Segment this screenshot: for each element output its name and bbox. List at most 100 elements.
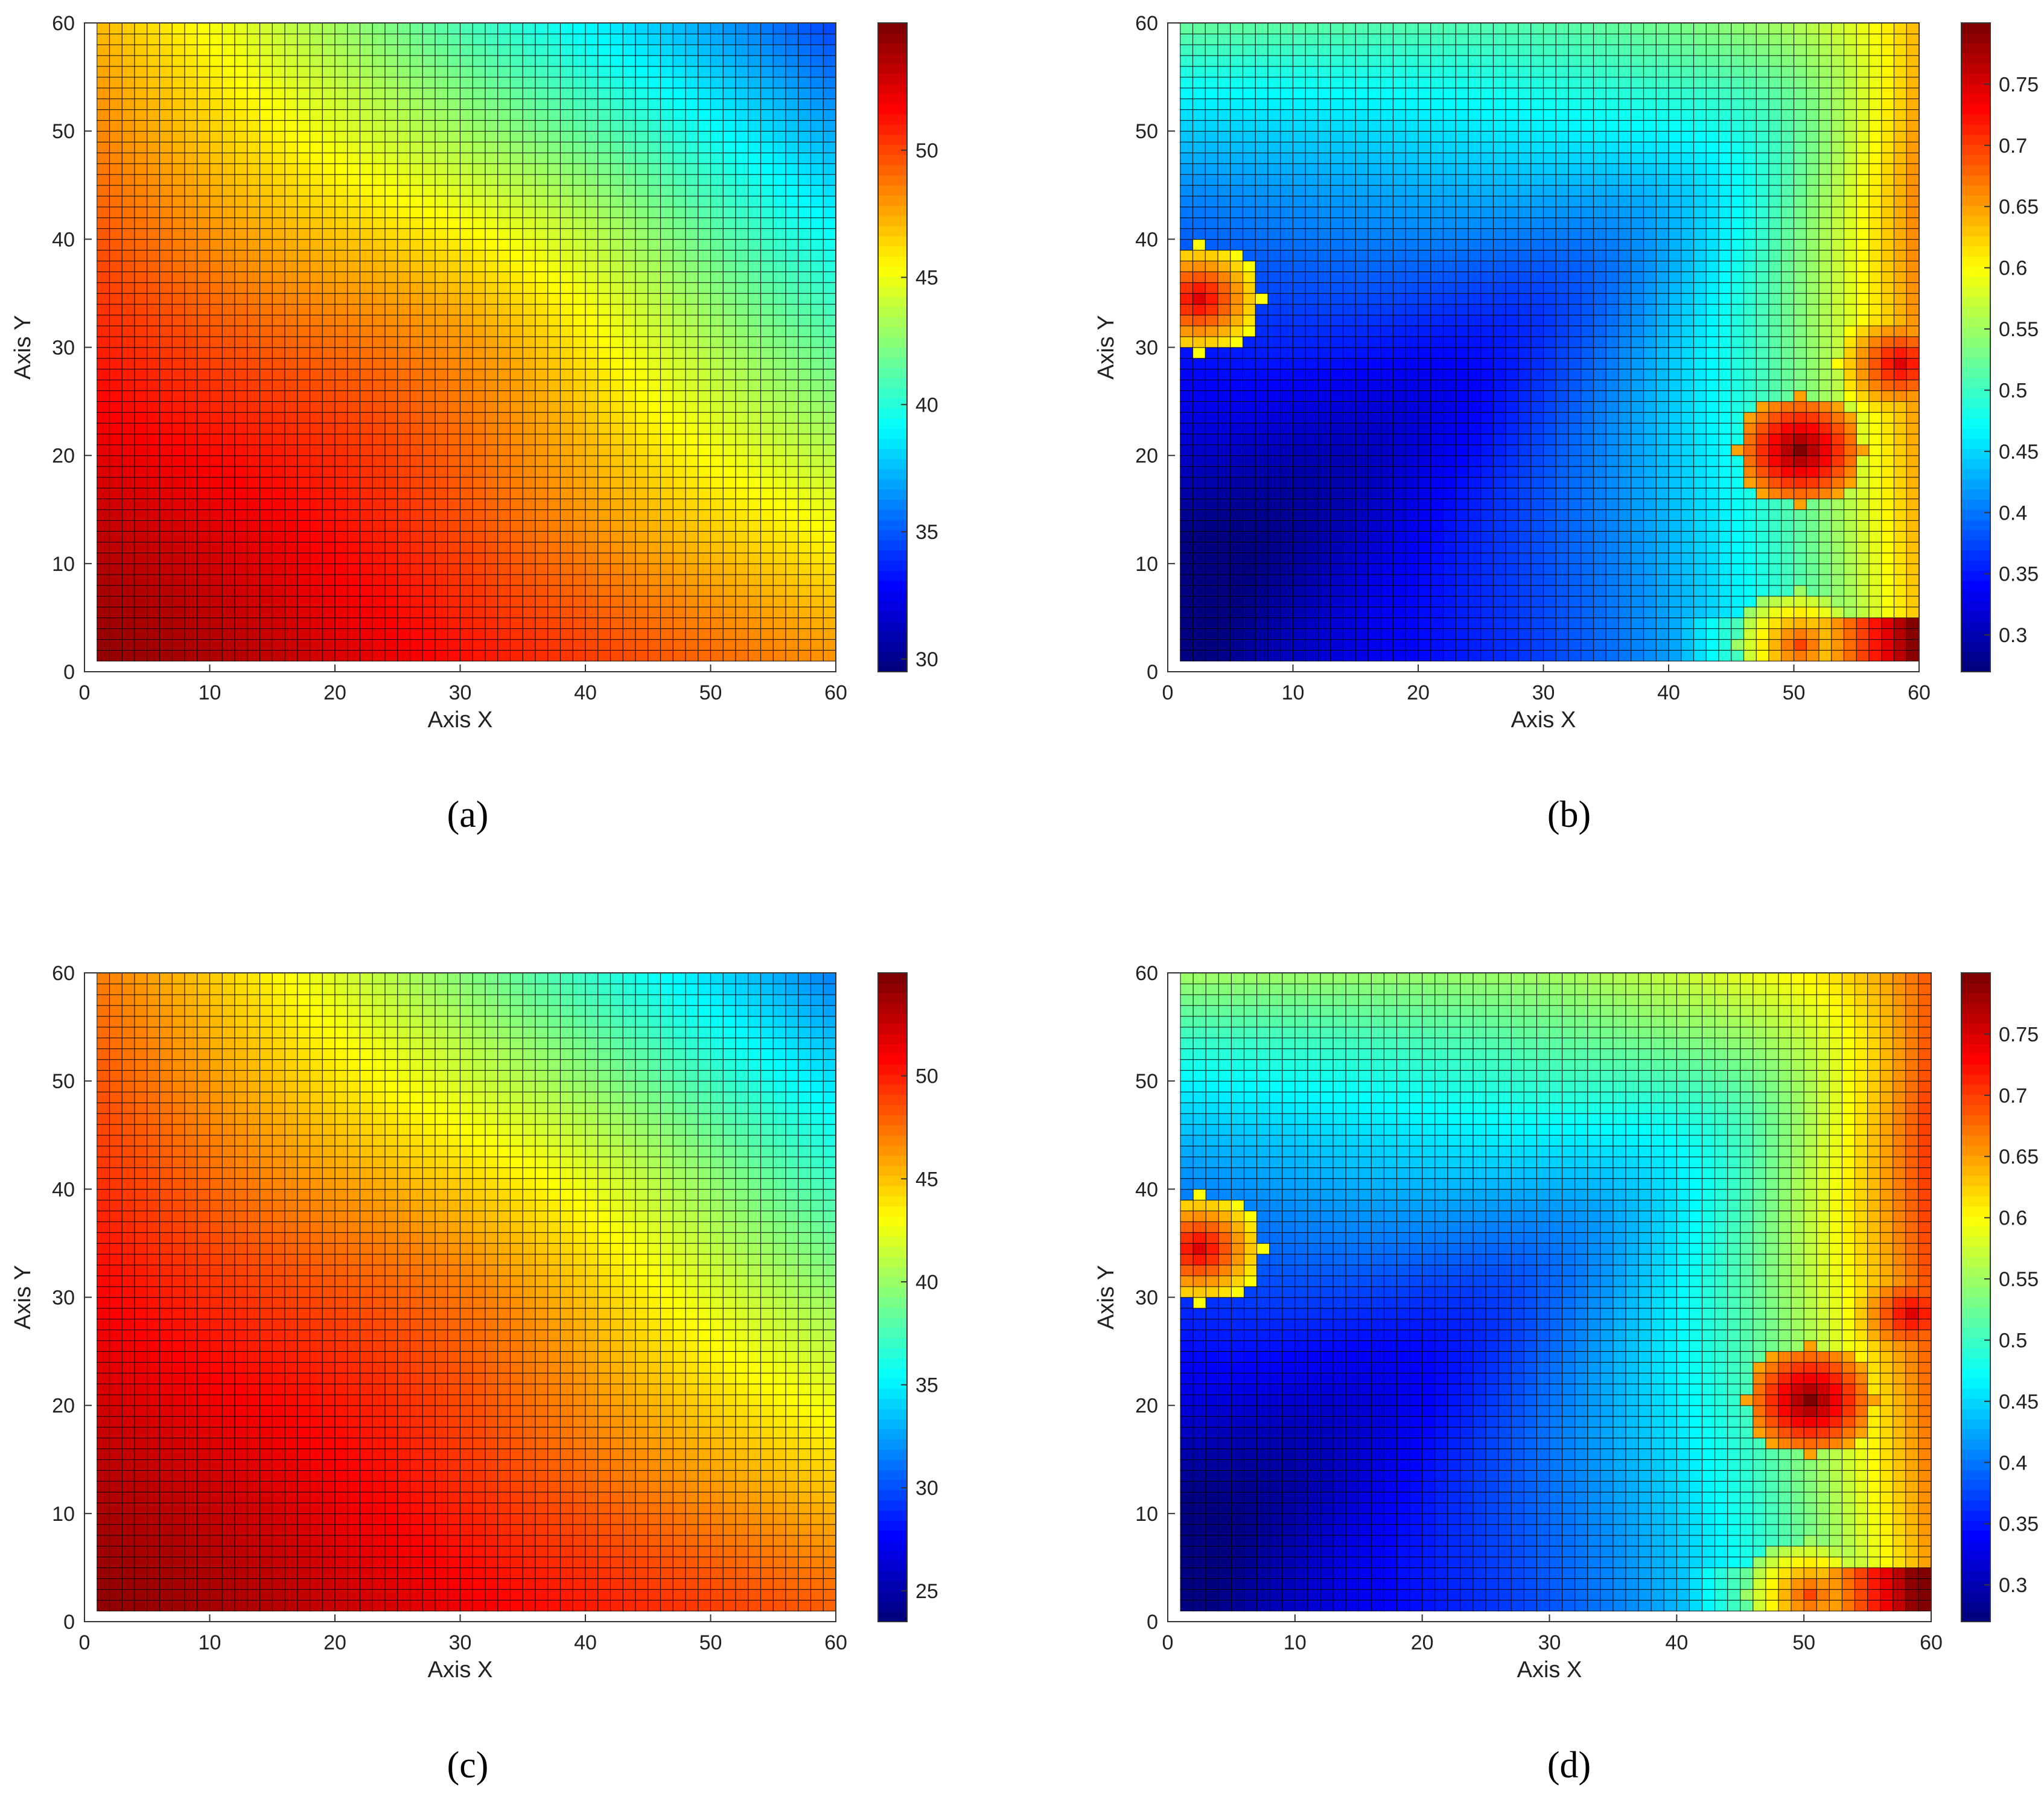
heatmap-cell (823, 530, 836, 543)
heatmap-cell (672, 617, 686, 629)
heatmap-cell (698, 44, 712, 56)
heatmap-cell (297, 98, 311, 110)
heatmap-cell (559, 22, 574, 34)
heatmap-cell (823, 98, 836, 110)
heatmap-cell (1480, 412, 1494, 424)
heatmap-cell (722, 228, 736, 240)
heatmap-cell (660, 238, 674, 251)
heatmap-cell (1743, 617, 1757, 629)
heatmap-cell (384, 260, 398, 272)
heatmap-cell (109, 76, 123, 89)
heatmap-cell (685, 163, 699, 175)
heatmap-cell (322, 357, 336, 370)
heatmap-cell (121, 152, 135, 164)
heatmap-cell (209, 217, 223, 229)
heatmap-cell (147, 304, 161, 316)
heatmap-cell (384, 401, 398, 413)
heatmap-cell (710, 574, 724, 586)
heatmap-cell (234, 174, 248, 186)
heatmap-cell (1868, 455, 1882, 467)
heatmap-cell (748, 98, 762, 110)
heatmap-cell (547, 444, 561, 456)
heatmap-cell (1392, 476, 1407, 489)
heatmap-cell (672, 174, 686, 186)
heatmap-cell (359, 141, 374, 153)
heatmap-cell (748, 541, 762, 553)
heatmap-cell (485, 346, 498, 359)
heatmap-cell (234, 552, 248, 564)
heatmap-cell (1543, 401, 1557, 413)
heatmap-cell (547, 346, 561, 359)
heatmap-cell (585, 314, 599, 327)
heatmap-cell (1568, 541, 1582, 553)
heatmap-cell (247, 541, 261, 553)
heatmap-cell (372, 325, 386, 337)
heatmap-cell (347, 401, 361, 413)
heatmap-cell (409, 119, 424, 132)
heatmap-cell (297, 595, 311, 608)
heatmap-cell (347, 595, 361, 608)
heatmap-cell (497, 185, 511, 197)
heatmap-cell (685, 22, 699, 34)
heatmap-cell (1230, 465, 1244, 478)
heatmap-cell (272, 293, 285, 305)
heatmap-cell (134, 282, 148, 294)
heatmap-cell (485, 476, 498, 489)
heatmap-cell (660, 130, 674, 142)
heatmap-cell (247, 563, 261, 575)
heatmap-cell (422, 87, 436, 100)
heatmap-cell (685, 585, 699, 597)
heatmap-cell (109, 304, 123, 316)
heatmap-cell (572, 455, 586, 467)
heatmap-cell (309, 22, 323, 34)
heatmap-cell (1881, 628, 1895, 640)
heatmap-cell (472, 249, 486, 262)
heatmap-cell (171, 76, 185, 89)
heatmap-cell (772, 541, 786, 553)
heatmap-cell (1668, 444, 1682, 456)
heatmap-cell (1305, 595, 1319, 608)
heatmap-cell (197, 249, 211, 262)
heatmap-cell (509, 649, 524, 661)
heatmap-cell (772, 185, 786, 197)
heatmap-cell (447, 476, 461, 489)
heatmap-cell (622, 520, 636, 532)
colorbar-segment (878, 529, 907, 541)
heatmap-cell (597, 130, 611, 142)
heatmap-cell (334, 119, 348, 132)
heatmap-cell (572, 412, 586, 424)
heatmap-cell (722, 401, 736, 413)
heatmap-cell (547, 552, 561, 564)
heatmap-cell (1743, 649, 1757, 661)
heatmap-cell (1906, 509, 1920, 521)
heatmap-cell (559, 217, 574, 229)
heatmap-cell (1718, 509, 1732, 521)
heatmap-cell (1492, 649, 1507, 661)
heatmap-cell (435, 66, 448, 78)
heatmap-cell (1668, 455, 1682, 467)
heatmap-cell (572, 282, 586, 294)
heatmap-cell (1893, 509, 1908, 521)
heatmap-cell (247, 368, 261, 381)
heatmap-cell (1480, 574, 1494, 586)
heatmap-cell (359, 509, 374, 521)
heatmap-cell (422, 228, 436, 240)
heatmap-cell (698, 314, 712, 327)
heatmap-cell (535, 196, 549, 208)
heatmap-cell (1205, 595, 1218, 608)
heatmap-cell (722, 304, 736, 316)
heatmap-cell (297, 44, 311, 56)
heatmap-cell (635, 163, 649, 175)
heatmap-cell (334, 109, 348, 121)
heatmap-cell (1492, 422, 1507, 435)
heatmap-cell (760, 563, 774, 575)
heatmap-cell (309, 628, 323, 640)
heatmap-cell (1543, 649, 1557, 661)
heatmap-cell (97, 390, 110, 402)
heatmap-cell (409, 152, 424, 164)
heatmap-cell (372, 217, 386, 229)
heatmap-cell (735, 109, 749, 121)
heatmap-cell (722, 476, 736, 489)
heatmap-cell (447, 509, 461, 521)
heatmap-cell (109, 509, 123, 521)
